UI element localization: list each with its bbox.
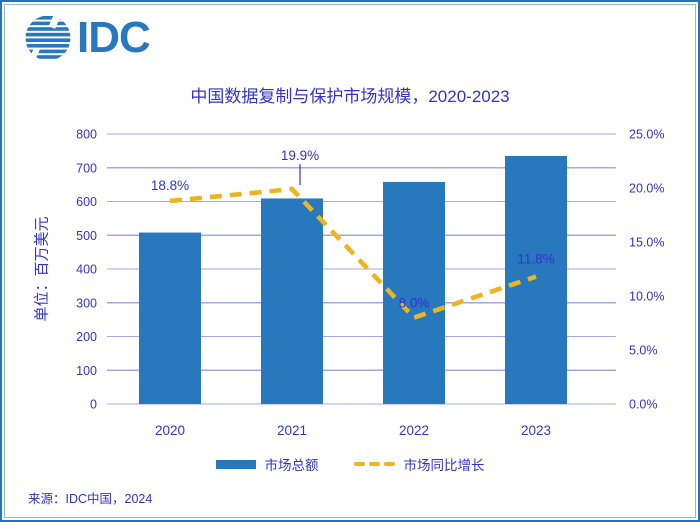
legend-dash <box>368 461 380 467</box>
right-axis-tick-label: 25.0% <box>629 128 664 142</box>
idc-globe-icon <box>25 14 71 59</box>
left-axis-tick-label: 800 <box>76 128 97 142</box>
source-note: 来源：IDC中国，2024 <box>28 492 153 506</box>
legend-dash <box>383 461 395 467</box>
growth-point-label: 19.9% <box>281 148 319 163</box>
left-axis-tick-label: 600 <box>76 195 97 209</box>
right-axis-tick-label: 5.0% <box>629 344 658 358</box>
chart-title: 中国数据复制与保护市场规模，2020-2023 <box>190 87 510 106</box>
bar-2020 <box>139 232 201 404</box>
right-axis-tick-label: 20.0% <box>629 182 664 196</box>
legend-bar-label: 市场总额 <box>264 458 319 473</box>
left-axis-tick-label: 300 <box>76 296 97 310</box>
legend-dash <box>353 461 365 467</box>
x-tick-label: 2022 <box>399 423 429 438</box>
left-axis-tick-label: 400 <box>76 263 97 277</box>
idc-logo: IDC <box>24 13 151 62</box>
right-axis-tick-label: 0.0% <box>629 398 658 412</box>
legend-line-label: 市场同比增长 <box>403 458 485 473</box>
legend: 市场总额 市场同比增长 <box>2 454 698 474</box>
left-axis-tick-label: 100 <box>76 364 97 378</box>
x-tick-label: 2020 <box>155 423 185 438</box>
legend-dashed-line-swatch-icon <box>353 461 395 467</box>
growth-line <box>169 186 537 321</box>
x-tick-label: 2021 <box>277 423 307 438</box>
legend-bar-swatch-icon <box>215 459 256 469</box>
x-tick-label: 2023 <box>521 423 551 438</box>
left-axis-title: 单位：百万美元 <box>33 216 51 322</box>
growth-point-label: 18.8% <box>151 178 189 193</box>
left-axis-tick-label: 700 <box>76 161 97 175</box>
growth-point-label: 11.8% <box>517 252 554 267</box>
left-axis-tick-label: 200 <box>76 330 97 344</box>
left-axis-tick-label: 0 <box>90 398 97 412</box>
bar-2021 <box>261 198 323 404</box>
bar-2023 <box>505 155 567 404</box>
idc-logo-text: IDC <box>77 13 151 62</box>
left-axis-tick-label: 500 <box>76 229 97 243</box>
right-axis-tick-label: 10.0% <box>629 290 664 304</box>
right-axis-tick-label: 15.0% <box>629 236 664 250</box>
growth-point-label: 8.0% <box>399 296 430 311</box>
